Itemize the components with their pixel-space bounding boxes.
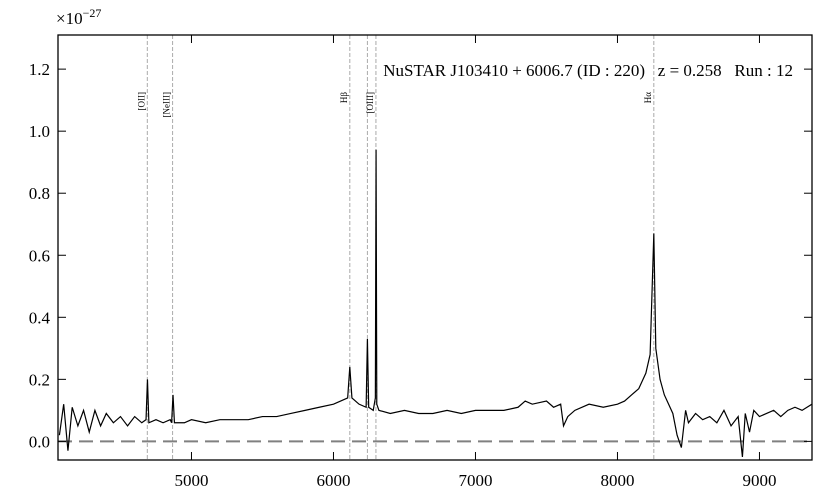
emission-line-label: Hα	[643, 92, 653, 103]
emission-line-label: Hβ	[339, 92, 349, 103]
x-tick-label: 9000	[742, 471, 776, 490]
x-tick-label: 6000	[316, 471, 350, 490]
y-tick-label: 0.6	[29, 246, 50, 265]
emission-line-label: [OIII]	[365, 92, 375, 114]
plot-frame	[57, 34, 813, 461]
y-tick-label: 0.0	[29, 432, 50, 451]
y-tick-label: 0.2	[29, 370, 50, 389]
x-tick-label: 7000	[458, 471, 492, 490]
y-tick-label: 0.4	[29, 308, 51, 327]
spectrum-line	[58, 149, 812, 457]
x-tick-label: 8000	[600, 471, 634, 490]
multiplier: ×10−27	[56, 6, 101, 28]
multiplier-base: ×10	[56, 9, 83, 28]
x-tick-label: 5000	[174, 471, 208, 490]
annotation: NuSTAR J103410 + 6006.7 (ID : 220) z = 0…	[383, 61, 793, 80]
y-tick-label: 1.0	[29, 122, 50, 141]
emission-line-label: [OII]	[136, 92, 146, 111]
multiplier-exponent: −27	[83, 6, 102, 20]
y-tick-label: 0.8	[29, 184, 50, 203]
emission-line-label: [NeIII]	[162, 92, 172, 117]
y-tick-label: 1.2	[29, 60, 50, 79]
